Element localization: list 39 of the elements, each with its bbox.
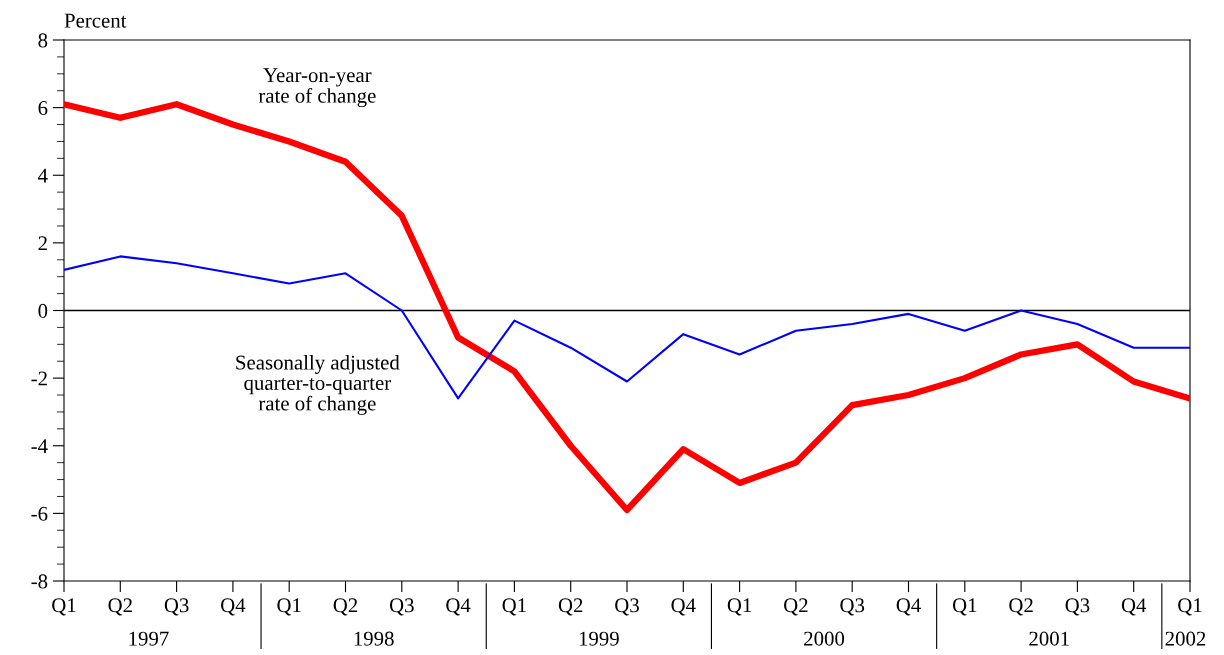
text: 1998 xyxy=(354,631,394,646)
y-tick-label: -2 xyxy=(31,371,47,386)
y-tick-label: 6 xyxy=(38,101,48,116)
y-tick-label: 4 xyxy=(38,168,48,183)
x-tick-label: Q3 xyxy=(1065,598,1090,616)
x-tick-label: Q4 xyxy=(896,598,921,616)
x-tick-label: Q3 xyxy=(389,598,414,616)
x-tick-label: Q2 xyxy=(333,598,358,616)
x-tick-label: Q4 xyxy=(221,598,246,616)
y-tick-label: -4 xyxy=(31,439,48,453)
text: 1999 xyxy=(579,631,619,646)
x-tick-label: Q1 xyxy=(727,598,752,616)
x-tick-label: Q2 xyxy=(784,598,808,616)
text: 2002 xyxy=(1165,631,1206,646)
y-axis-title: Percent xyxy=(64,13,127,28)
series-label: Year-on-year rate of change xyxy=(258,68,376,108)
text: 2001 xyxy=(1029,631,1069,646)
y-tick-label: 8 xyxy=(38,33,48,48)
x-tick-label: Q2 xyxy=(108,598,132,616)
x-tick-label: Q4 xyxy=(446,598,471,616)
x-tick-label: Q1 xyxy=(52,598,76,616)
x-tick-label: Q1 xyxy=(277,598,301,616)
x-tick-label: Q3 xyxy=(615,598,639,616)
y-tick-label: 0 xyxy=(38,303,48,318)
x-tick-label: Q3 xyxy=(164,598,189,616)
x-tick-label: Q2 xyxy=(1009,598,1033,616)
text: 2000 xyxy=(804,631,845,646)
text: 1997 xyxy=(129,631,169,646)
x-tick-label: Q2 xyxy=(558,598,583,616)
y-tick-label: 2 xyxy=(38,236,47,251)
series-label: Seasonally adjusted quarter-to-quarter rate of change xyxy=(236,354,400,415)
y-tick-label: -6 xyxy=(31,506,48,521)
x-tick-label: Q1 xyxy=(502,598,526,616)
x-tick-label: Q4 xyxy=(1121,598,1147,616)
x-tick-label: Q4 xyxy=(671,598,696,616)
x-tick-label: Q1 xyxy=(1178,598,1202,616)
x-tick-label: Q3 xyxy=(840,598,865,616)
y-tick-label: -8 xyxy=(31,574,48,589)
x-tick-label: Q1 xyxy=(952,598,977,616)
